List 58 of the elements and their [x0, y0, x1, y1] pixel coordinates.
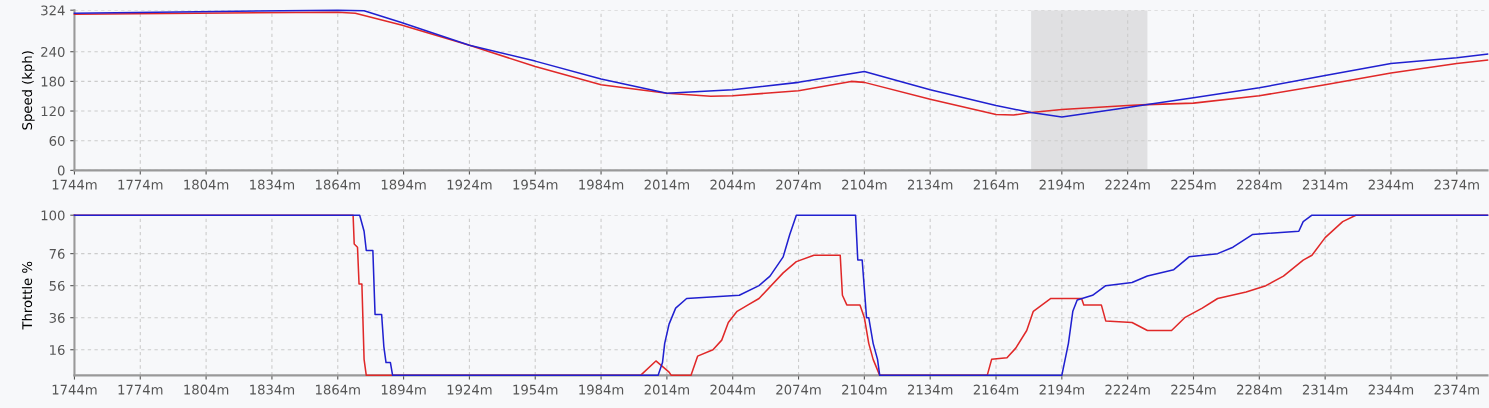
- y-tick-label: 180: [41, 76, 65, 87]
- x-tick-label: 2254m: [1171, 384, 1216, 395]
- x-tick-label: 2074m: [776, 384, 821, 395]
- x-tick-label: 2164m: [973, 179, 1019, 190]
- x-tick-label: 2104m: [842, 384, 887, 395]
- y-tick-label: 0: [57, 165, 65, 176]
- x-tick-label: 2044m: [710, 384, 755, 395]
- x-tick-label: 1834m: [250, 179, 295, 190]
- y-tick-label: 56: [49, 280, 65, 291]
- x-tick-label: 1984m: [579, 384, 624, 395]
- x-tick-label: 1954m: [513, 179, 558, 190]
- x-tick-label: 1804m: [184, 384, 229, 395]
- x-tick-label: 2314m: [1302, 384, 1348, 395]
- x-tick-label: 2014m: [644, 179, 689, 190]
- x-tick-label: 2134m: [907, 384, 953, 395]
- y-tick-label: 120: [41, 106, 65, 117]
- x-tick-label: 1774m: [118, 179, 163, 190]
- x-tick-label: 2254m: [1171, 179, 1216, 190]
- x-tick-label: 1894m: [381, 179, 426, 190]
- x-tick-label: 1864m: [315, 179, 360, 190]
- x-tick-label: 1894m: [381, 384, 426, 395]
- x-tick-label: 2044m: [710, 179, 755, 190]
- x-tick-label: 2344m: [1368, 179, 1414, 190]
- y-tick-label: 324: [41, 5, 65, 16]
- x-tick-label: 2284m: [1237, 384, 1282, 395]
- x-tick-label: 1924m: [447, 384, 492, 395]
- x-tick-label: 2074m: [776, 179, 821, 190]
- x-tick-label: 1804m: [184, 179, 229, 190]
- y-tick-label: 60: [49, 135, 65, 146]
- line-series: [73, 214, 1489, 377]
- x-tick-label: 2194m: [1039, 384, 1084, 395]
- x-tick-label: 1744m: [52, 384, 97, 395]
- x-tick-label: 2134m: [907, 179, 953, 190]
- x-tick-label: 1744m: [52, 179, 97, 190]
- y-tick-label: 16: [50, 344, 65, 355]
- x-tick-label: 2104m: [842, 179, 887, 190]
- y-tick-label: 76: [49, 248, 65, 259]
- y-tick-label: 36: [49, 312, 65, 323]
- x-tick-label: 2314m: [1302, 179, 1348, 190]
- y-tick-label: 100: [41, 210, 65, 221]
- x-tick-label: 2164m: [973, 384, 1019, 395]
- x-tick-label: 2374m: [1434, 179, 1479, 190]
- y-axis-title: Speed (kph): [21, 51, 35, 130]
- x-tick-label: 1954m: [513, 384, 558, 395]
- x-tick-label: 1924m: [447, 179, 492, 190]
- x-tick-label: 1984m: [579, 179, 624, 190]
- x-tick-label: 2224m: [1105, 384, 1150, 395]
- y-axis-title: Throttle %: [21, 261, 33, 330]
- x-tick-label: 2344m: [1368, 384, 1414, 395]
- x-tick-label: 2194m: [1039, 179, 1084, 190]
- x-tick-label: 1774m: [118, 384, 163, 395]
- x-tick-label: 2224m: [1105, 179, 1150, 190]
- x-tick-label: 1834m: [250, 384, 295, 395]
- x-tick-label: 1864m: [315, 384, 360, 395]
- x-tick-label: 2374m: [1434, 384, 1479, 395]
- y-tick-label: 240: [41, 46, 65, 57]
- x-tick-label: 2284m: [1237, 179, 1282, 190]
- x-tick-label: 2014m: [644, 384, 689, 395]
